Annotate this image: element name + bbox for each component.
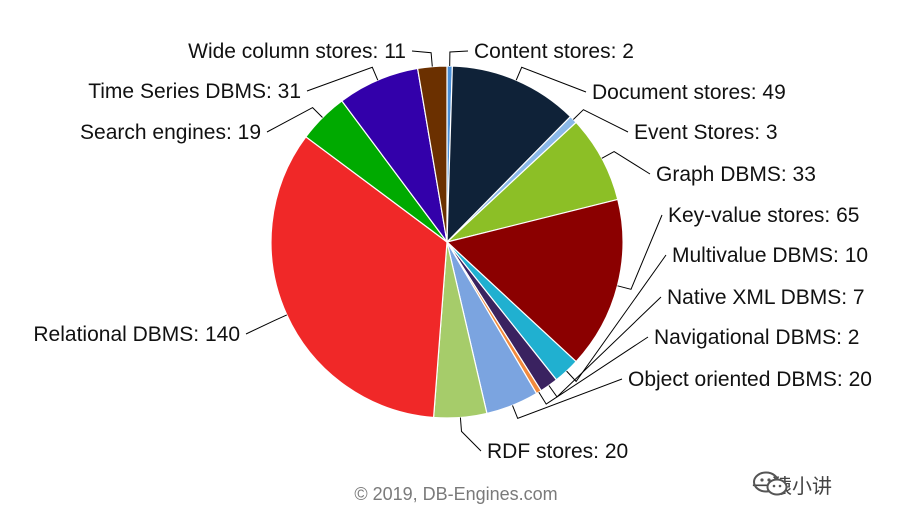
connector-rdf-stores xyxy=(459,417,482,452)
slice-label-rdf-stores: RDF stores: 20 xyxy=(487,440,628,463)
slice-label-relational-dbms: Relational DBMS: 140 xyxy=(33,323,240,346)
connector-content-stores xyxy=(449,50,469,67)
watermark: 一猿小讲 xyxy=(752,470,832,498)
connector-key-value-stores xyxy=(617,214,663,290)
connector-relational-dbms xyxy=(245,314,288,335)
slice-label-key-value-stores: Key-value stores: 65 xyxy=(668,204,859,227)
slice-labels: Content stores: 2 Document stores: 49 Even… xyxy=(33,40,872,463)
slice-label-time-series-dbms: Time Series DBMS: 31 xyxy=(88,80,301,103)
connector-time-series-dbms xyxy=(306,66,379,92)
connector-object-oriented-dbms xyxy=(512,378,623,420)
slice-label-navigational-dbms: Navigational DBMS: 2 xyxy=(654,326,859,349)
slice-label-wide-column-stores: Wide column stores: 11 xyxy=(188,40,406,63)
slice-label-graph-dbms: Graph DBMS: 33 xyxy=(656,163,816,186)
slice-label-object-oriented-dbms: Object oriented DBMS: 20 xyxy=(628,368,872,391)
slice-label-native-xml-dbms: Native XML DBMS: 7 xyxy=(667,286,865,309)
label-connectors xyxy=(245,50,667,452)
slice-label-multivalue-dbms: Multivalue DBMS: 10 xyxy=(672,244,868,267)
connector-navigational-dbms xyxy=(538,336,649,405)
pie-slice-graph-dbms[interactable] xyxy=(446,121,619,243)
slice-label-document-stores: Document stores: 49 xyxy=(592,81,786,104)
connector-search-engines xyxy=(266,106,323,133)
slice-label-content-stores: Content stores: 2 xyxy=(474,40,634,63)
pie-slice-key-value-stores[interactable] xyxy=(445,198,624,363)
pie-slice-wide-column-stores[interactable] xyxy=(416,65,448,243)
connector-graph-dbms xyxy=(601,151,651,175)
pie-slices xyxy=(270,65,624,419)
slice-label-search-engines: Search engines: 19 xyxy=(80,121,261,144)
chart-credits[interactable]: © 2019, DB-Engines.com xyxy=(354,484,558,504)
pie-slice-relational-dbms[interactable] xyxy=(270,135,448,419)
connector-wide-column-stores xyxy=(411,50,433,67)
connector-document-stores xyxy=(515,66,587,93)
wechat-icon xyxy=(753,471,788,496)
connector-event-stores xyxy=(572,109,629,133)
connector-multivalue-dbms xyxy=(566,254,667,383)
slice-label-event-stores: Event Stores: 3 xyxy=(634,121,778,144)
